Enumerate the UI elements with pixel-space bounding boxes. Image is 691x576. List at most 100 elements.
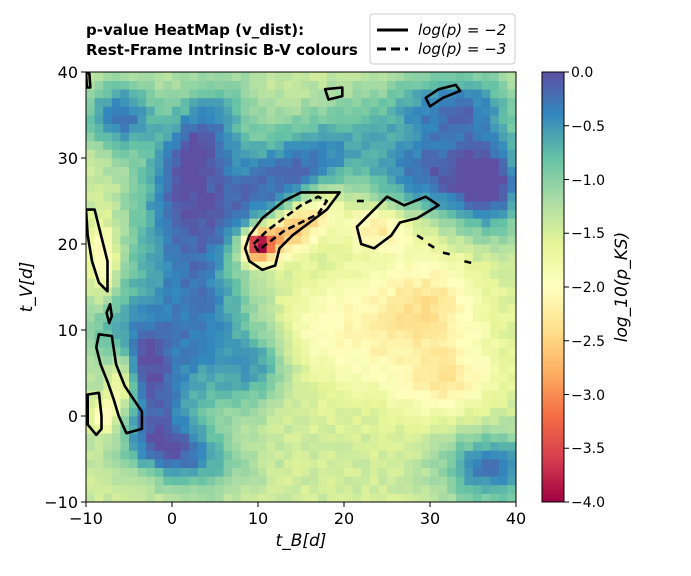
heatmap-cell: [258, 312, 267, 322]
heatmap-cell: [301, 476, 310, 486]
heatmap-cell: [369, 278, 379, 288]
heatmap-cell: [395, 252, 405, 262]
heatmap-cell: [438, 278, 448, 288]
heatmap-cell: [111, 312, 121, 322]
heatmap-cell: [438, 398, 448, 408]
heatmap-cell: [395, 364, 405, 374]
heatmap-cell: [137, 132, 147, 142]
heatmap-cell: [163, 226, 173, 236]
heatmap-cell: [292, 183, 302, 193]
heatmap-cell: [232, 89, 242, 99]
heatmap-cell: [361, 433, 371, 443]
heatmap-cell: [249, 252, 259, 262]
heatmap-cell: [258, 390, 267, 400]
heatmap-cell: [249, 312, 259, 322]
heatmap-cell: [120, 149, 130, 159]
heatmap-cell: [464, 115, 474, 124]
heatmap-cell: [103, 493, 113, 502]
heatmap-cell: [387, 72, 396, 81]
heatmap-cell: [232, 295, 242, 305]
heatmap-cell: [498, 373, 508, 382]
heatmap-cell: [180, 330, 190, 339]
heatmap-cell: [197, 355, 207, 365]
heatmap-cell: [86, 201, 95, 210]
heatmap-cell: [369, 201, 379, 210]
heatmap-cell: [189, 312, 199, 322]
heatmap-cell: [146, 106, 156, 116]
heatmap-cell: [447, 192, 457, 202]
heatmap-cell: [146, 304, 156, 314]
heatmap-cell: [361, 450, 371, 460]
heatmap-cell: [86, 407, 95, 417]
heatmap-cell: [129, 390, 138, 400]
heatmap-cell: [275, 364, 285, 374]
heatmap-cell: [498, 252, 508, 262]
heatmap-cell: [189, 373, 199, 382]
heatmap-cell: [154, 364, 164, 374]
heatmap-cell: [120, 493, 130, 502]
heatmap-cell: [352, 398, 362, 408]
heatmap-cell: [240, 192, 250, 202]
heatmap-cell: [258, 123, 267, 133]
heatmap-cell: [473, 261, 482, 271]
heatmap-cell: [249, 304, 259, 314]
heatmap-cell: [369, 321, 379, 331]
heatmap-cell: [197, 338, 207, 348]
heatmap-cell: [498, 433, 508, 443]
heatmap-cell: [490, 355, 500, 365]
heatmap-cell: [335, 80, 345, 90]
heatmap-cell: [326, 347, 336, 357]
heatmap-cell: [301, 201, 310, 210]
heatmap-cell: [292, 278, 302, 288]
heatmap-cell: [266, 424, 276, 434]
heatmap-cell: [481, 493, 491, 502]
heatmap-cell: [249, 364, 259, 374]
heatmap-cell: [292, 493, 302, 502]
heatmap-cell: [163, 89, 173, 99]
heatmap-cell: [464, 295, 474, 305]
heatmap-cell: [197, 424, 207, 434]
heatmap-cell: [309, 476, 319, 486]
heatmap-cell: [86, 441, 95, 451]
heatmap-cell: [309, 123, 319, 133]
heatmap-cell: [232, 115, 242, 124]
heatmap-cell: [292, 330, 302, 339]
heatmap-cell: [309, 364, 319, 374]
heatmap-cell: [180, 390, 190, 400]
heatmap-cell: [481, 175, 491, 185]
heatmap-cell: [507, 209, 516, 219]
heatmap-cell: [215, 381, 224, 391]
heatmap-cell: [335, 115, 345, 124]
heatmap-cell: [455, 416, 465, 425]
heatmap-cell: [369, 149, 379, 159]
heatmap-cell: [292, 407, 302, 417]
heatmap-cell: [223, 459, 233, 468]
heatmap-cell: [361, 338, 371, 348]
heatmap-cell: [232, 235, 242, 245]
heatmap-cell: [464, 252, 474, 262]
heatmap-cell: [498, 416, 508, 425]
heatmap-cell: [163, 441, 173, 451]
heatmap-cell: [412, 321, 422, 331]
heatmap-cell: [111, 295, 121, 305]
heatmap-cell: [369, 175, 379, 185]
heatmap-cell: [275, 149, 285, 159]
heatmap-cell: [507, 407, 516, 417]
heatmap-cell: [266, 441, 276, 451]
heatmap-cell: [292, 261, 302, 271]
heatmap-cell: [283, 398, 293, 408]
heatmap-cell: [352, 476, 362, 486]
heatmap-cell: [309, 278, 319, 288]
heatmap-cell: [129, 304, 138, 314]
heatmap-cell: [378, 115, 388, 124]
heatmap-cell: [258, 252, 267, 262]
heatmap-cell: [275, 140, 285, 150]
heatmap-cell: [335, 459, 345, 468]
heatmap-cell: [438, 450, 448, 460]
heatmap-cell: [318, 72, 328, 81]
heatmap-cell: [404, 476, 414, 486]
heatmap-cell: [335, 201, 345, 210]
heatmap-cell: [163, 338, 173, 348]
heatmap-cell: [215, 226, 224, 236]
heatmap-cell: [412, 330, 422, 339]
